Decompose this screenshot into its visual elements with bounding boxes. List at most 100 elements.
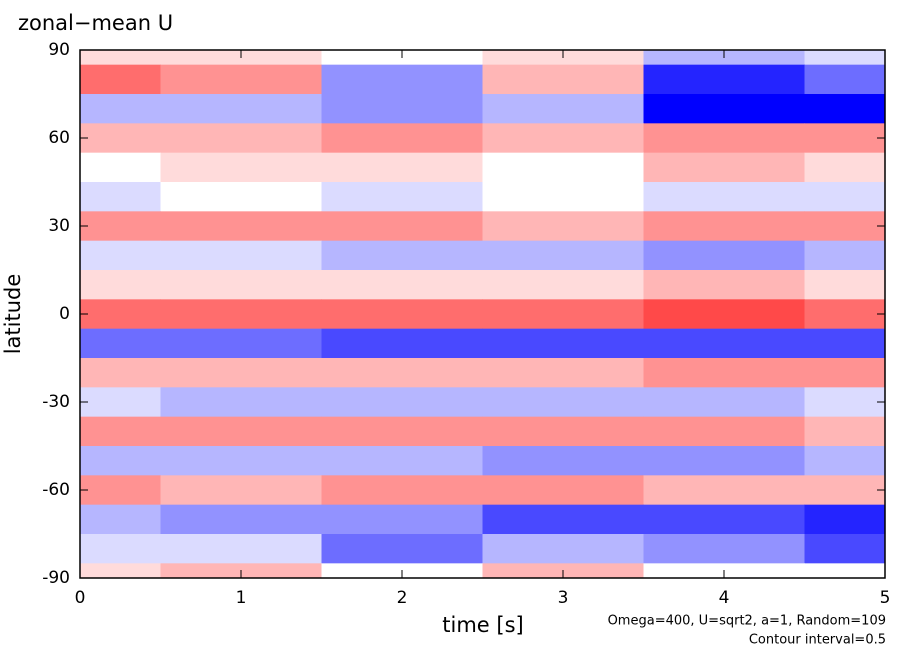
cell <box>80 50 161 66</box>
cell <box>160 240 322 271</box>
cell <box>643 123 805 154</box>
cell <box>643 534 805 564</box>
cell <box>80 534 161 564</box>
cell <box>321 387 483 418</box>
cell <box>321 211 483 242</box>
cell <box>482 328 644 359</box>
cell <box>804 299 886 330</box>
cell <box>482 387 644 418</box>
cell <box>482 94 644 124</box>
cell <box>80 240 161 271</box>
cell <box>643 504 805 535</box>
cell <box>321 123 483 154</box>
cell <box>80 416 161 447</box>
cell <box>160 475 322 506</box>
y-tick-label: 30 <box>48 216 70 236</box>
cell <box>482 358 644 388</box>
cell <box>804 358 886 388</box>
cell <box>321 475 483 506</box>
cell <box>643 152 805 183</box>
cell <box>804 328 886 359</box>
x-tick-label: 5 <box>880 588 891 608</box>
y-tick-label: 60 <box>48 128 70 148</box>
cell <box>80 152 161 183</box>
cell <box>160 152 322 183</box>
cell <box>321 299 483 330</box>
cell <box>482 416 644 447</box>
cell <box>80 182 161 212</box>
cell <box>160 182 322 212</box>
cell <box>160 446 322 476</box>
cell <box>643 94 805 124</box>
cell <box>804 387 886 418</box>
cell <box>160 534 322 564</box>
cell <box>804 182 886 212</box>
x-tick-label: 4 <box>719 588 730 608</box>
chart-title: zonal−mean U <box>18 11 173 35</box>
cell <box>80 358 161 388</box>
cell <box>482 270 644 300</box>
cell <box>643 182 805 212</box>
cell <box>160 64 322 95</box>
cell <box>321 534 483 564</box>
cell <box>80 123 161 154</box>
cell <box>643 416 805 447</box>
cell <box>80 446 161 476</box>
y-tick-label: 0 <box>59 304 70 324</box>
cell <box>643 64 805 95</box>
cell <box>804 504 886 535</box>
y-tick-label: -30 <box>42 392 70 412</box>
annotation: Contour interval=0.5 <box>749 633 886 648</box>
cell <box>80 211 161 242</box>
cell <box>482 475 644 506</box>
cell <box>482 64 644 95</box>
cell <box>482 534 644 564</box>
x-tick-label: 1 <box>236 588 247 608</box>
cell <box>643 475 805 506</box>
y-tick-label: 90 <box>48 40 70 60</box>
cell <box>80 64 161 95</box>
cell <box>160 123 322 154</box>
cell <box>482 123 644 154</box>
cell <box>482 152 644 183</box>
cell <box>80 563 161 579</box>
cell <box>643 328 805 359</box>
cell <box>160 299 322 330</box>
cell <box>482 240 644 271</box>
cell <box>643 358 805 388</box>
cell <box>321 182 483 212</box>
y-tick-label: -90 <box>42 568 70 588</box>
cell <box>643 211 805 242</box>
cell <box>321 446 483 476</box>
cell <box>804 270 886 300</box>
x-tick-label: 3 <box>558 588 569 608</box>
annotation: Omega=400, U=sqrt2, a=1, Random=109 <box>608 614 886 629</box>
cell <box>80 299 161 330</box>
x-tick-label: 0 <box>75 588 86 608</box>
cell <box>804 534 886 564</box>
cell <box>804 152 886 183</box>
x-axis-label: time [s] <box>442 613 523 637</box>
cell <box>804 64 886 95</box>
cell <box>482 446 644 476</box>
cell <box>160 504 322 535</box>
cell <box>80 270 161 300</box>
cell <box>804 563 886 579</box>
cell <box>80 504 161 535</box>
cell <box>804 123 886 154</box>
cell <box>643 299 805 330</box>
cell <box>80 387 161 418</box>
cell <box>80 94 161 124</box>
cell <box>160 416 322 447</box>
cell <box>160 211 322 242</box>
cell <box>160 270 322 300</box>
cell <box>482 299 644 330</box>
cell <box>804 475 886 506</box>
cell <box>804 94 886 124</box>
y-tick-label: -60 <box>42 480 70 500</box>
cell <box>321 64 483 95</box>
cell <box>321 270 483 300</box>
x-tick-label: 2 <box>397 588 408 608</box>
cell <box>321 240 483 271</box>
